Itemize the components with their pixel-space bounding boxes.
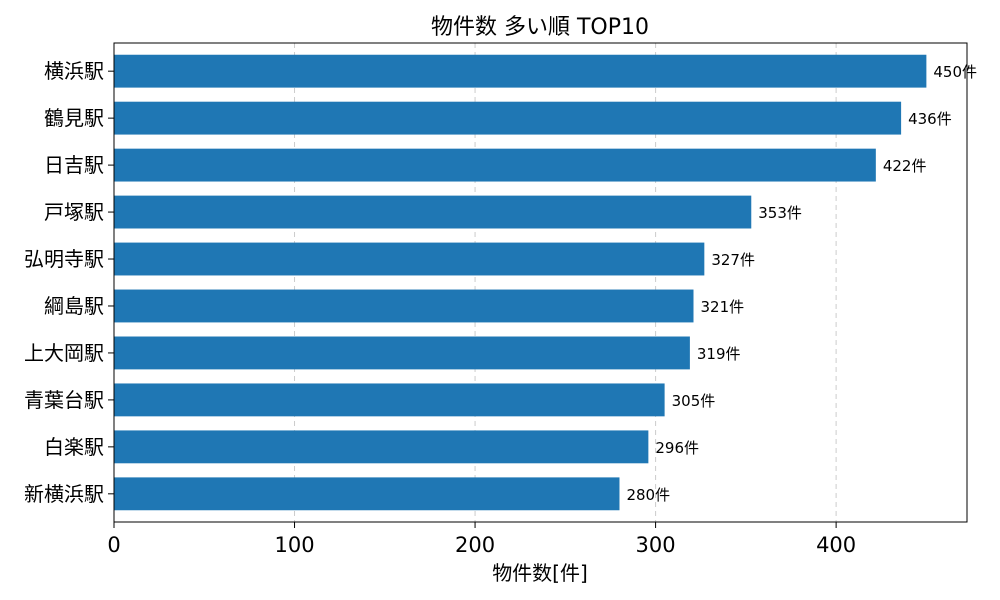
bar [114, 430, 649, 464]
bar [114, 289, 694, 323]
x-axis-title: 物件数[件] [492, 561, 588, 585]
bar [114, 148, 876, 182]
bar [114, 54, 927, 88]
x-tick-label: 0 [107, 533, 120, 557]
category-label: 横浜駅 [44, 59, 104, 83]
bar [114, 195, 752, 229]
category-label: 青葉台駅 [24, 388, 104, 412]
data-label: 319件 [697, 345, 741, 363]
data-label: 353件 [758, 204, 802, 222]
bar [114, 101, 902, 135]
bar [114, 383, 665, 417]
data-label: 321件 [700, 298, 744, 316]
data-label: 280件 [626, 486, 670, 504]
bar [114, 477, 620, 511]
category-label: 日吉駅 [44, 153, 104, 177]
data-label: 450件 [933, 63, 977, 81]
x-tick-label: 300 [636, 533, 676, 557]
data-label: 327件 [711, 251, 755, 269]
x-tick-label: 100 [274, 533, 314, 557]
category-label: 戸塚駅 [44, 200, 104, 224]
x-tick-label: 200 [455, 533, 495, 557]
category-label: 上大岡駅 [24, 341, 104, 365]
data-label: 422件 [883, 157, 927, 175]
data-label: 436件 [908, 110, 952, 128]
bar [114, 242, 705, 276]
category-label: 鶴見駅 [44, 106, 104, 130]
plot-frame [113, 42, 968, 523]
data-labels: 450件 436件 422件 353件 327件 321件 319件 305件 296件 280件 [626, 63, 977, 504]
data-label: 296件 [655, 439, 699, 457]
category-label: 綱島駅 [44, 294, 104, 318]
x-tick-label: 400 [816, 533, 856, 557]
category-label: 弘明寺駅 [24, 247, 104, 271]
x-ticks: 0 100 200 300 400 [107, 522, 856, 557]
bar [114, 336, 690, 370]
bars [114, 54, 927, 511]
category-label: 白楽駅 [44, 435, 104, 459]
chart-title: 物件数 多い順 TOP10 [431, 15, 649, 40]
category-label: 新横浜駅 [24, 482, 104, 506]
data-label: 305件 [672, 392, 716, 410]
